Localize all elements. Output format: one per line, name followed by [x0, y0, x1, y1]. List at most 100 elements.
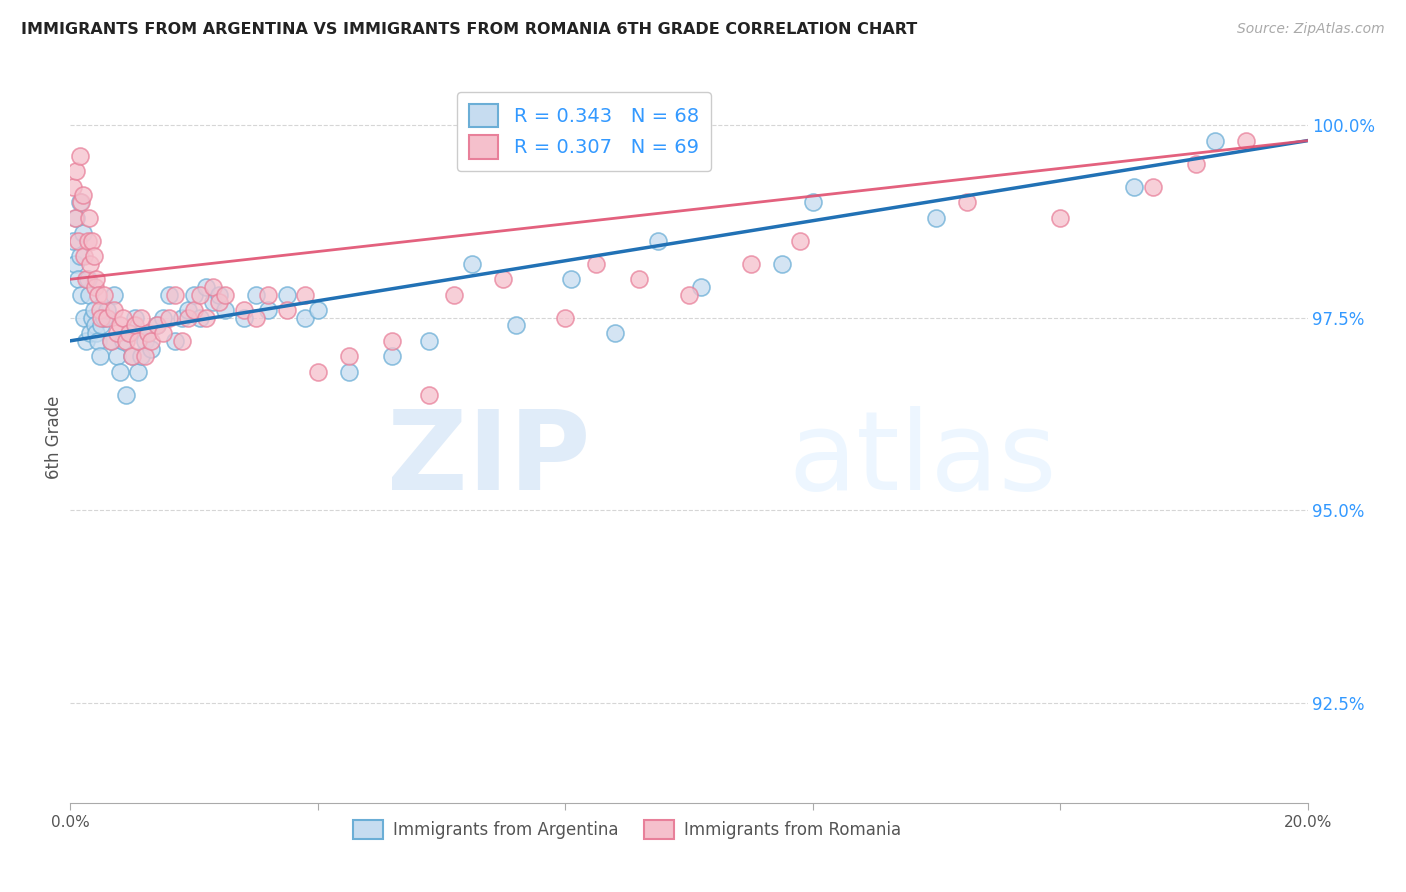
- Point: [96, 310, 118, 325]
- Point: [770, 257, 793, 271]
- Point: [1204, 134, 1226, 148]
- Point: [100, 334, 122, 348]
- Point: [208, 287, 231, 301]
- Point: [118, 326, 141, 340]
- Point: [294, 287, 316, 301]
- Point: [678, 287, 700, 301]
- Point: [492, 272, 515, 286]
- Point: [170, 334, 193, 348]
- Point: [136, 326, 159, 340]
- Point: [134, 334, 156, 348]
- Point: [232, 303, 254, 318]
- Point: [93, 310, 115, 325]
- Point: [87, 287, 110, 301]
- Point: [72, 226, 94, 240]
- Point: [801, 195, 824, 210]
- Point: [276, 287, 298, 301]
- Point: [208, 295, 231, 310]
- Text: Source: ZipAtlas.com: Source: ZipAtlas.com: [1237, 22, 1385, 37]
- Point: [105, 349, 128, 363]
- Point: [84, 280, 107, 294]
- Text: atlas: atlas: [787, 406, 1056, 513]
- Point: [956, 195, 979, 210]
- Point: [294, 310, 316, 325]
- Point: [146, 318, 169, 333]
- Point: [108, 365, 131, 379]
- Point: [72, 187, 94, 202]
- Point: [789, 234, 811, 248]
- Point: [84, 326, 107, 340]
- Point: [585, 257, 607, 271]
- Point: [505, 318, 527, 333]
- Point: [603, 326, 626, 340]
- Point: [80, 310, 103, 325]
- Point: [121, 349, 143, 363]
- Point: [188, 310, 211, 325]
- Point: [152, 310, 174, 325]
- Point: [1234, 134, 1257, 148]
- Point: [232, 310, 254, 325]
- Y-axis label: 6th Grade: 6th Grade: [45, 395, 63, 479]
- Point: [84, 272, 107, 286]
- Point: [93, 287, 115, 301]
- Point: [690, 280, 713, 294]
- Point: [80, 234, 103, 248]
- Point: [245, 287, 267, 301]
- Point: [79, 257, 101, 271]
- Point: [89, 303, 111, 318]
- Point: [69, 149, 91, 163]
- Point: [188, 287, 211, 301]
- Point: [139, 334, 162, 348]
- Point: [62, 179, 84, 194]
- Point: [195, 280, 218, 294]
- Point: [124, 318, 146, 333]
- Point: [127, 334, 149, 348]
- Point: [90, 318, 112, 333]
- Point: [647, 234, 669, 248]
- Point: [443, 287, 465, 301]
- Point: [111, 334, 134, 348]
- Point: [131, 349, 153, 363]
- Point: [90, 310, 112, 325]
- Point: [560, 272, 582, 286]
- Point: [740, 257, 762, 271]
- Point: [70, 287, 93, 301]
- Point: [337, 349, 360, 363]
- Point: [139, 342, 162, 356]
- Point: [152, 326, 174, 340]
- Point: [146, 318, 169, 333]
- Point: [121, 349, 143, 363]
- Point: [134, 349, 156, 363]
- Point: [131, 310, 153, 325]
- Point: [62, 234, 84, 248]
- Point: [165, 334, 187, 348]
- Point: [73, 310, 96, 325]
- Point: [136, 326, 159, 340]
- Text: ZIP: ZIP: [387, 406, 591, 513]
- Point: [257, 303, 280, 318]
- Point: [245, 310, 267, 325]
- Point: [65, 257, 87, 271]
- Point: [75, 334, 97, 348]
- Point: [307, 303, 329, 318]
- Point: [1142, 179, 1164, 194]
- Point: [418, 334, 440, 348]
- Point: [628, 272, 651, 286]
- Point: [1049, 211, 1071, 225]
- Point: [69, 249, 91, 263]
- Point: [66, 272, 89, 286]
- Point: [1185, 157, 1208, 171]
- Point: [276, 303, 298, 318]
- Point: [307, 365, 329, 379]
- Point: [111, 310, 134, 325]
- Point: [65, 164, 87, 178]
- Point: [66, 234, 89, 248]
- Point: [214, 287, 236, 301]
- Point: [79, 326, 101, 340]
- Legend: Immigrants from Argentina, Immigrants from Romania: Immigrants from Argentina, Immigrants fr…: [347, 814, 907, 846]
- Point: [76, 272, 98, 286]
- Point: [115, 334, 138, 348]
- Point: [170, 310, 193, 325]
- Point: [96, 303, 118, 318]
- Point: [103, 303, 125, 318]
